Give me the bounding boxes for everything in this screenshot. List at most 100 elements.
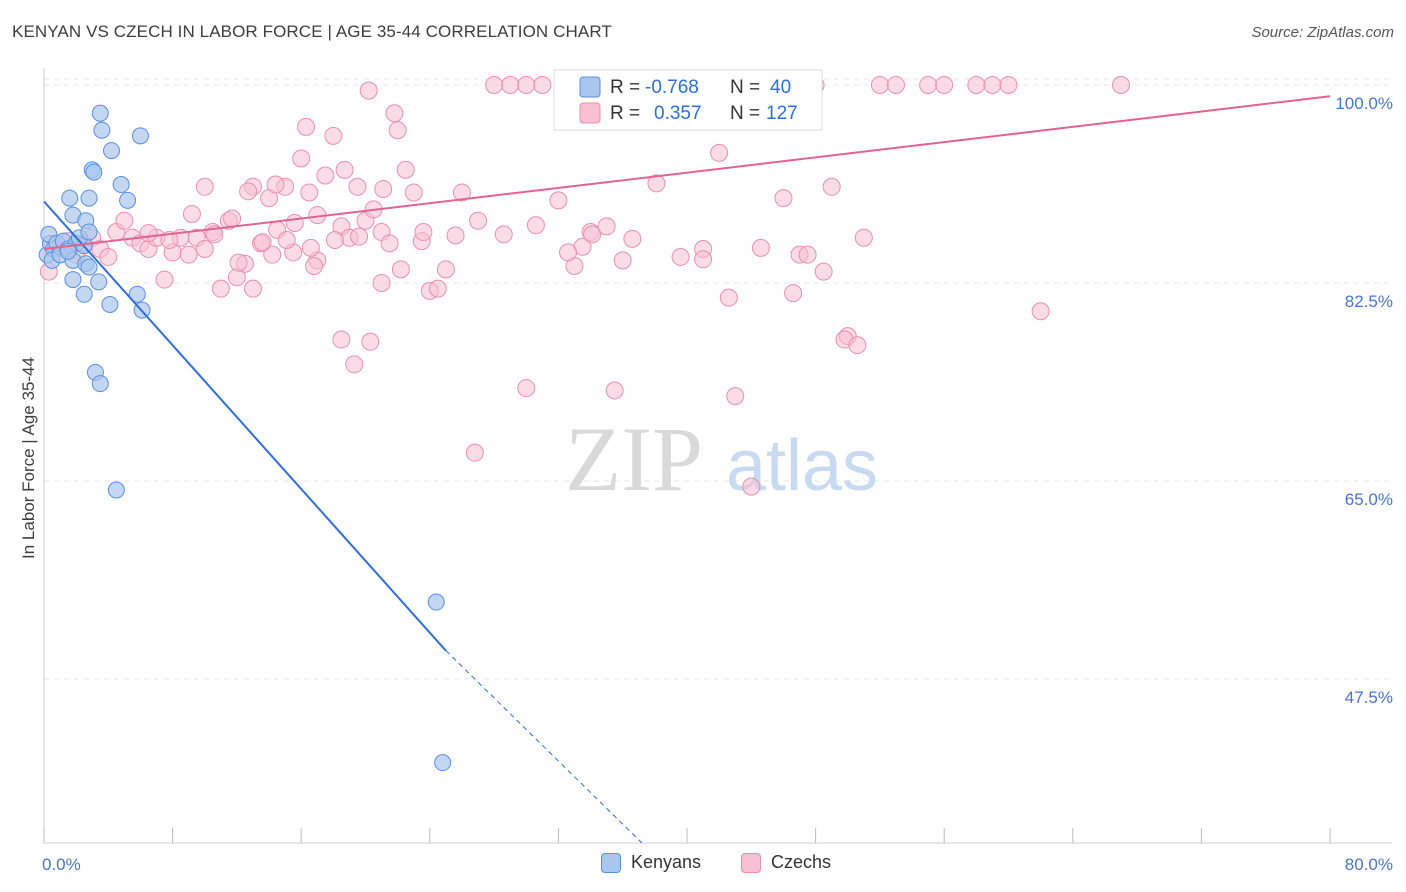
czech-point	[211, 279, 230, 298]
czechs-points	[39, 75, 1131, 496]
czech-point	[396, 160, 415, 179]
kenyan-point	[93, 121, 111, 139]
czech-point	[155, 270, 174, 289]
czech-point	[243, 279, 262, 298]
czech-point	[115, 211, 134, 230]
czech-point	[935, 75, 954, 94]
czech-point	[179, 245, 198, 264]
czech-point	[139, 224, 158, 243]
czech-point	[886, 75, 905, 94]
czech-point	[533, 75, 552, 94]
legend-n-value-czechs: 127	[766, 103, 798, 124]
czech-point	[239, 182, 258, 201]
legend-n-value-kenyans: 40	[770, 77, 791, 98]
kenyan-point	[427, 593, 445, 611]
axes	[43, 68, 1392, 844]
czech-point	[583, 225, 602, 244]
czech-point	[195, 177, 214, 196]
watermark-zip: ZIP	[565, 408, 703, 510]
y-tick-label: 100.0%	[1335, 94, 1393, 113]
czech-point	[388, 121, 407, 140]
czech-point	[465, 443, 484, 462]
kenyan-point	[85, 163, 103, 181]
czech-point	[266, 175, 285, 194]
czech-point	[710, 143, 729, 162]
kenyans-swatch	[601, 852, 621, 873]
legend-label-czechs: Czechs	[771, 852, 832, 872]
x-tick-label-min: 0.0%	[42, 855, 81, 874]
y-tick-label: 47.5%	[1345, 688, 1393, 707]
legend-r-value-czechs: 0.357	[654, 103, 702, 124]
kenyans-trend-extension	[445, 650, 643, 844]
czech-point	[559, 243, 578, 262]
source-label: Source: ZipAtlas.com	[1251, 24, 1394, 41]
czech-point	[613, 251, 632, 270]
stats-legend: R = -0.768 N = 40 R = 0.357 N = 127	[553, 69, 823, 131]
legend-item-czechs[interactable]: Czechs	[741, 852, 831, 873]
czech-point	[350, 227, 369, 246]
czech-point	[160, 230, 179, 249]
czech-point	[359, 81, 378, 100]
czech-point	[332, 330, 351, 349]
kenyan-point	[80, 258, 98, 276]
kenyan-point	[434, 754, 452, 772]
czech-point	[597, 217, 616, 236]
czech-point	[469, 211, 488, 230]
czech-point	[446, 226, 465, 245]
czech-point	[517, 75, 536, 94]
chart-title: KENYAN VS CZECH IN LABOR FORCE | AGE 35-…	[12, 22, 612, 41]
kenyan-point	[75, 285, 93, 303]
tick-labels: 47.5% 65.0% 82.5% 100.0% 0.0% 80.0%	[42, 94, 1393, 874]
kenyans-points	[38, 104, 452, 772]
czech-point	[798, 245, 817, 264]
czech-point	[784, 284, 803, 303]
czech-point	[361, 332, 380, 351]
czech-point	[374, 180, 393, 199]
czech-point	[99, 247, 118, 266]
czech-point	[999, 75, 1018, 94]
kenyan-point	[103, 142, 121, 160]
czech-point	[605, 381, 624, 400]
czech-point	[526, 216, 545, 235]
legend-swatch-kenyans	[579, 76, 601, 98]
kenyans-trend-line	[43, 200, 447, 652]
czech-point	[316, 166, 335, 185]
kenyan-point	[90, 273, 108, 291]
czech-point	[253, 233, 272, 252]
kenyan-point	[107, 481, 125, 499]
czech-point	[297, 117, 316, 136]
legend-n-label-czechs: N =	[730, 103, 760, 124]
czech-point	[428, 279, 447, 298]
y-axis-label: In Labor Force | Age 35-44	[19, 357, 38, 559]
czech-point	[919, 75, 938, 94]
czech-point	[292, 149, 311, 168]
czech-point	[348, 177, 367, 196]
czech-point	[1112, 75, 1131, 94]
czech-point	[436, 260, 455, 279]
czech-point	[774, 189, 793, 208]
czech-point	[494, 225, 513, 244]
czech-point	[719, 288, 738, 307]
legend-r-label-kenyans: R =	[610, 77, 640, 98]
czech-point	[300, 183, 319, 202]
kenyan-point	[80, 189, 98, 207]
czech-point	[380, 234, 399, 253]
czech-point	[549, 191, 568, 210]
legend-label-kenyans: Kenyans	[631, 852, 702, 872]
czech-point	[324, 126, 343, 145]
y-tick-label: 82.5%	[1345, 292, 1393, 311]
czech-point	[848, 336, 867, 355]
czechs-swatch	[741, 852, 761, 873]
legend-item-kenyans[interactable]: Kenyans	[601, 852, 701, 873]
czech-point	[1031, 302, 1050, 321]
czech-point	[229, 253, 248, 272]
czech-point	[671, 247, 690, 266]
kenyan-point	[61, 189, 79, 207]
trend-lines	[43, 95, 1331, 844]
czech-point	[751, 238, 770, 257]
x-tick-label-max: 80.0%	[1345, 855, 1393, 874]
kenyan-point	[80, 223, 98, 241]
legend-r-value-kenyans: -0.768	[645, 77, 699, 98]
czech-point	[404, 183, 423, 202]
